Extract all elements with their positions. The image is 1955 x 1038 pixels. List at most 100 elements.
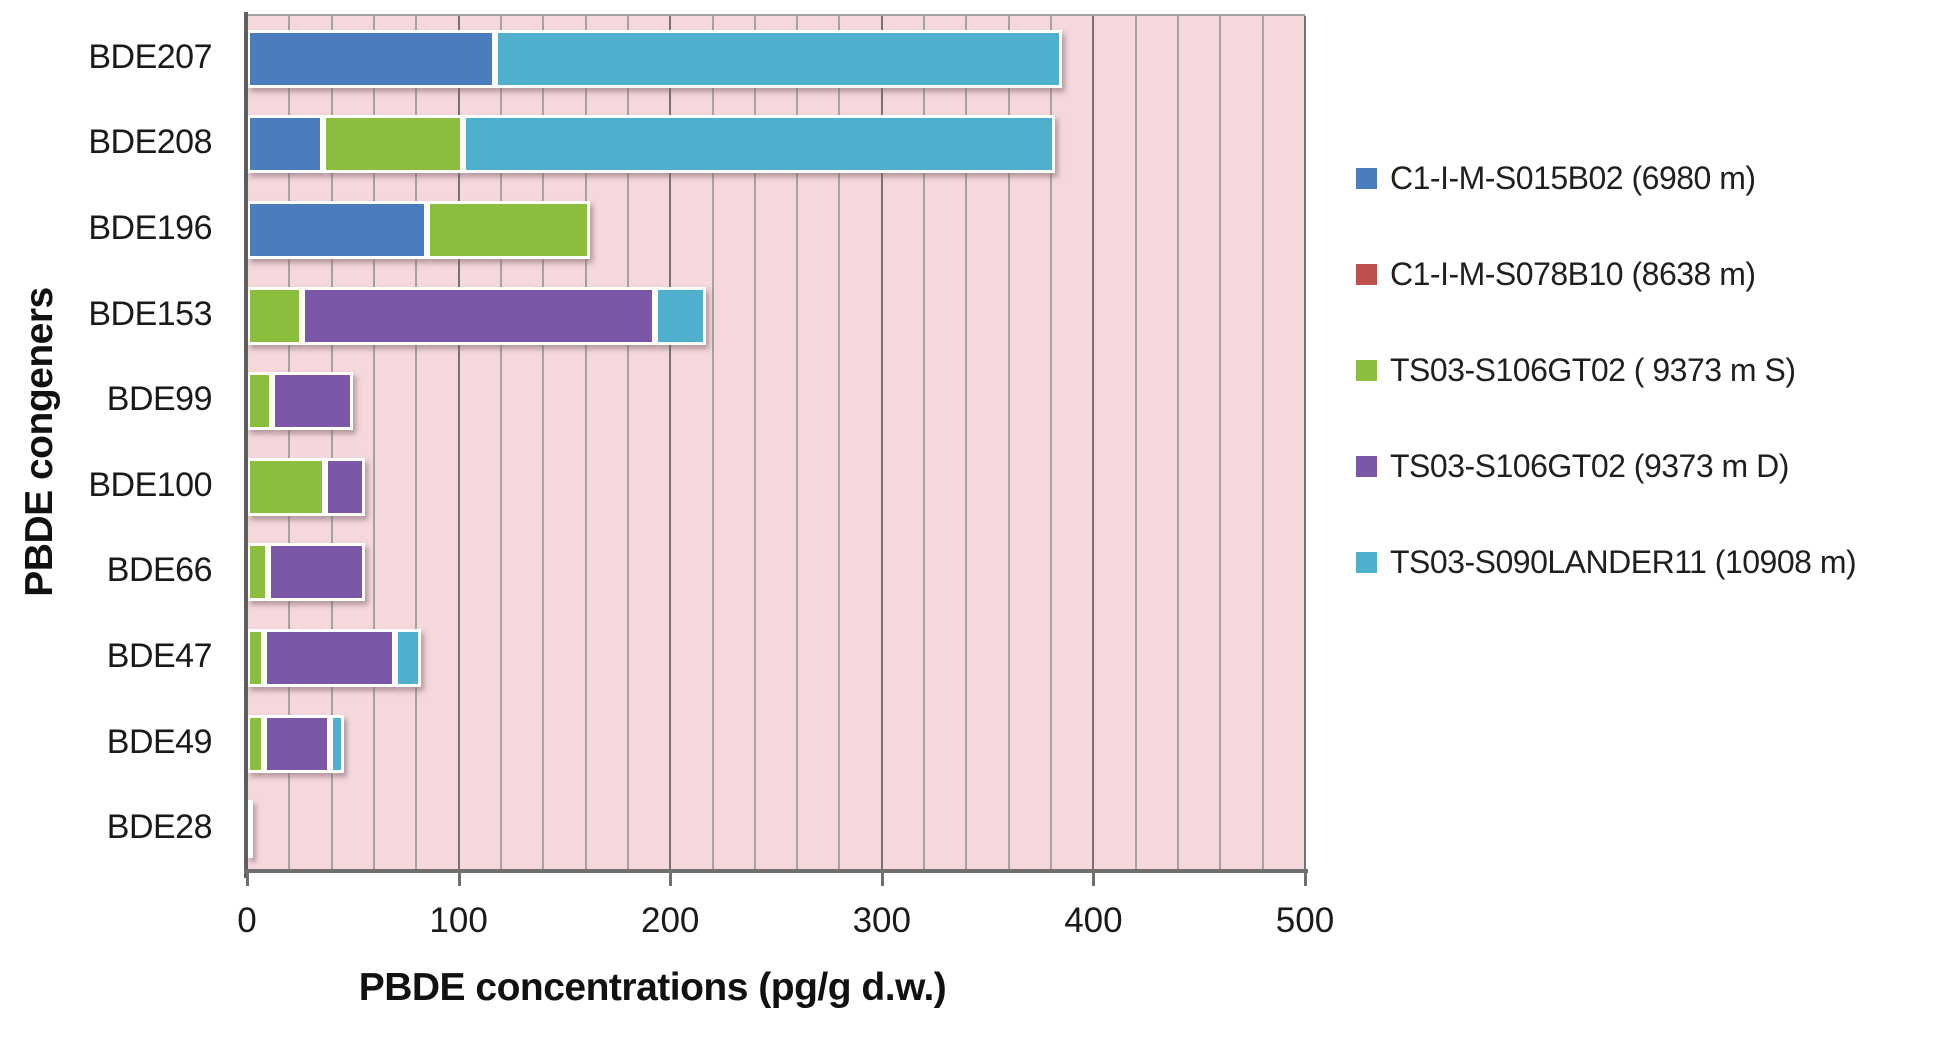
gridline-major [1304, 16, 1306, 870]
gridline-minor [1219, 16, 1222, 870]
bar-segment-BDE49 [329, 714, 345, 773]
bar-segment-BDE47 [395, 629, 421, 687]
gridline-minor [288, 16, 291, 870]
bar-row-BDE99 [247, 372, 1305, 431]
bar-row-BDE208 [247, 115, 1305, 174]
category-label-BDE47: BDE47 [106, 637, 213, 675]
legend-item-4: TS03-S106GT02 (9373 m D) [1356, 446, 1789, 486]
bar-segment-BDE153 [247, 286, 303, 345]
gridline-minor [1007, 16, 1010, 870]
gridline-minor [415, 16, 418, 870]
x-axis-line [244, 869, 1308, 873]
gridline-major [1092, 16, 1095, 870]
bar-row-BDE196 [247, 201, 1305, 259]
x-tick-mark [1304, 873, 1307, 886]
legend-label: C1-I-M-S015B02 (6980 m) [1390, 160, 1756, 196]
x-tick-mark [457, 873, 461, 886]
gridline-minor [542, 16, 545, 870]
gridline-minor [1177, 16, 1180, 870]
bar-segment-BDE66 [247, 543, 269, 602]
category-label-BDE100: BDE100 [88, 465, 212, 504]
bar-segment-BDE28 [247, 800, 253, 859]
bar-segment-BDE49 [263, 714, 330, 773]
x-tick-mark [246, 873, 249, 886]
x-tick-label: 200 [640, 901, 700, 940]
bar-segment-BDE49 [247, 714, 264, 773]
gridline-major [669, 16, 672, 870]
category-label-BDE153: BDE153 [88, 294, 212, 333]
bar-row-BDE153 [247, 286, 1305, 345]
bar-row-BDE66 [247, 543, 1305, 602]
legend-item-3: TS03-S106GT02 ( 9373 m S) [1356, 350, 1796, 390]
bar-segment-BDE208 [247, 115, 324, 174]
bar-segment-BDE153 [655, 286, 707, 345]
legend-label: TS03-S106GT02 ( 9373 m S) [1390, 352, 1796, 388]
bar-row-BDE100 [247, 457, 1305, 516]
gridline-minor [1050, 16, 1053, 870]
bar-row-BDE207 [247, 29, 1305, 88]
gridline-minor [584, 16, 587, 870]
category-label-BDE208: BDE208 [88, 123, 212, 162]
category-label-BDE207: BDE207 [88, 37, 212, 76]
bar-row-BDE28 [247, 800, 1305, 859]
gridline-minor [330, 16, 333, 870]
legend-color-swatch [1356, 359, 1377, 381]
gridline-minor [711, 16, 714, 870]
legend-label: TS03-S106GT02 (9373 m D) [1390, 448, 1789, 484]
x-tick-mark [669, 873, 673, 886]
plot-area [247, 14, 1306, 870]
x-tick-mark [880, 873, 884, 886]
legend-color-swatch [1356, 167, 1377, 189]
bar-row-BDE47 [247, 629, 1305, 687]
x-axis-title: PBDE concentrations (pg/g d.w.) [358, 966, 947, 1009]
gridline-minor [965, 16, 968, 870]
x-tick-mark [1092, 873, 1096, 886]
x-tick-label: 300 [852, 901, 911, 940]
bar-segment-BDE47 [247, 629, 264, 687]
bar-segment-BDE99 [247, 372, 273, 431]
bar-segment-BDE207 [247, 29, 495, 88]
bar-segment-BDE208 [462, 115, 1056, 174]
bar-segment-BDE66 [268, 543, 366, 602]
bar-segment-BDE100 [247, 457, 326, 516]
gridline-major [457, 16, 460, 870]
bar-segment-BDE207 [494, 29, 1062, 88]
gridline-minor [499, 16, 502, 870]
bar-segment-BDE47 [263, 629, 396, 687]
y-axis-line [244, 12, 248, 878]
bar-row-BDE49 [247, 714, 1305, 773]
category-label-BDE196: BDE196 [88, 209, 212, 247]
legend-label: TS03-S090LANDER11 (10908 m) [1390, 544, 1857, 580]
legend-item-1: C1-I-M-S015B02 (6980 m) [1356, 158, 1756, 198]
x-tick-label: 100 [429, 901, 488, 940]
category-label-BDE99: BDE99 [106, 380, 213, 419]
category-label-BDE66: BDE66 [106, 551, 213, 590]
gridline-minor [626, 16, 629, 870]
x-tick-label: 500 [1275, 901, 1335, 940]
gridline-major [880, 16, 883, 870]
bar-segment-BDE99 [272, 372, 353, 431]
bar-segment-BDE100 [325, 457, 366, 516]
legend-color-swatch [1356, 263, 1377, 285]
gridline-minor [1261, 16, 1264, 870]
bar-segment-BDE196 [247, 201, 427, 259]
x-tick-label: 400 [1064, 901, 1123, 940]
gridline-minor [753, 16, 756, 870]
bar-segment-BDE153 [302, 286, 656, 345]
gridline-minor [923, 16, 926, 870]
legend-label: C1-I-M-S078B10 (8638 m) [1390, 256, 1756, 292]
legend-color-swatch [1356, 551, 1377, 573]
gridline-minor [372, 16, 375, 870]
legend-item-5: TS03-S090LANDER11 (10908 m) [1356, 542, 1857, 582]
gridline-minor [838, 16, 841, 870]
category-label-BDE49: BDE49 [106, 722, 213, 761]
gridline-minor [796, 16, 799, 870]
legend: C1-I-M-S015B02 (6980 m) C1-I-M-S078B10 (8… [1356, 0, 1955, 1038]
legend-item-2: C1-I-M-S078B10 (8638 m) [1356, 254, 1756, 294]
x-tick-label: 0 [237, 901, 257, 940]
legend-color-swatch [1356, 455, 1377, 477]
gridline-minor [1134, 16, 1137, 870]
bar-segment-BDE208 [323, 115, 463, 174]
category-label-BDE28: BDE28 [106, 808, 213, 847]
